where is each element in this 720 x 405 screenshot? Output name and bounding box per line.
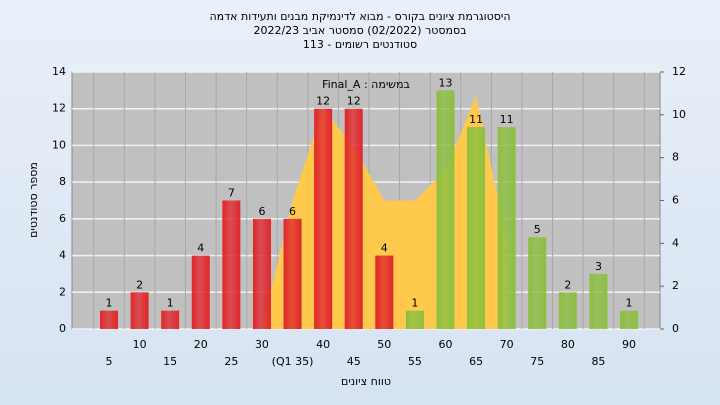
- y-tick-label: 14: [52, 65, 66, 78]
- bar: [283, 218, 302, 329]
- x-tick-label: 15: [163, 355, 177, 368]
- bar: [497, 127, 516, 329]
- y-tick-label: 4: [59, 249, 66, 262]
- data-label: 11: [500, 113, 514, 126]
- bar: [314, 108, 333, 329]
- bar: [252, 218, 271, 329]
- bar: [100, 310, 118, 329]
- data-label: 3: [595, 260, 602, 273]
- bar: [467, 127, 486, 329]
- y2-tick-label: 10: [672, 108, 686, 121]
- bar: [558, 292, 577, 329]
- data-label: 4: [381, 242, 388, 255]
- data-label: 1: [411, 297, 418, 310]
- x-tick-label: 40: [316, 338, 330, 351]
- data-label: 5: [534, 223, 541, 236]
- x-axis-label: טווח ציונים: [341, 375, 391, 388]
- data-label: 1: [626, 297, 633, 310]
- y-axis-label: מספר סטודנטים: [27, 162, 40, 238]
- x-tick-label: 90: [622, 338, 636, 351]
- bar: [436, 90, 455, 329]
- bar: [589, 273, 608, 329]
- chart-subtitle: בסמסטר (02/2022) סמסטר אביב 2022/23: [253, 24, 466, 37]
- data-label: 12: [347, 95, 361, 108]
- y2-tick-label: 12: [672, 65, 686, 78]
- y-tick-label: 8: [59, 175, 66, 188]
- y-tick-label: 10: [52, 138, 66, 151]
- y2-tick-label: 2: [672, 279, 679, 292]
- y-tick-label: 0: [59, 322, 66, 335]
- y2-tick-label: 4: [672, 236, 679, 249]
- data-label: 11: [469, 113, 483, 126]
- data-label: 6: [289, 205, 296, 218]
- x-tick-label: 85: [591, 355, 605, 368]
- data-label: 4: [197, 242, 204, 255]
- x-tick-label: (Q1 35): [272, 355, 314, 368]
- data-label: 12: [316, 95, 330, 108]
- y-tick-label: 6: [59, 212, 66, 225]
- data-label: 2: [564, 278, 571, 291]
- bar: [528, 237, 547, 329]
- data-label: 2: [136, 278, 143, 291]
- data-label: 13: [438, 76, 452, 89]
- bar: [130, 292, 149, 329]
- chart-title: היסטוגרמת ציונים בקורס - מבוא לדינמיקת מ…: [209, 10, 510, 23]
- y2-tick-label: 0: [672, 322, 679, 335]
- bar: [161, 310, 180, 329]
- x-tick-label: 80: [561, 338, 575, 351]
- x-tick-label: 5: [106, 355, 113, 368]
- bar: [222, 200, 241, 329]
- chart-subtitle: סטודנטים רשומים - 113: [303, 38, 417, 51]
- y2-tick-label: 8: [672, 151, 679, 164]
- bar: [620, 310, 639, 329]
- bar: [344, 108, 363, 329]
- y-tick-label: 2: [59, 285, 66, 298]
- x-tick-label: 20: [194, 338, 208, 351]
- data-label: 6: [258, 205, 265, 218]
- x-tick-label: 65: [469, 355, 483, 368]
- y2-tick-label: 6: [672, 194, 679, 207]
- x-tick-label: 60: [438, 338, 452, 351]
- bar: [375, 255, 394, 329]
- y-tick-label: 12: [52, 102, 66, 115]
- x-tick-label: 50: [377, 338, 391, 351]
- x-tick-label: 25: [224, 355, 238, 368]
- x-tick-label: 75: [530, 355, 544, 368]
- bar: [405, 310, 424, 329]
- x-tick-label: 10: [133, 338, 147, 351]
- x-tick-label: 45: [347, 355, 361, 368]
- x-tick-label: 55: [408, 355, 422, 368]
- data-label: 1: [167, 297, 174, 310]
- annotation: במשימה : Final_A: [322, 78, 410, 91]
- x-tick-label: 70: [500, 338, 514, 351]
- x-tick-label: 30: [255, 338, 269, 351]
- data-label: 1: [106, 297, 113, 310]
- bar: [191, 255, 210, 329]
- data-label: 7: [228, 187, 235, 200]
